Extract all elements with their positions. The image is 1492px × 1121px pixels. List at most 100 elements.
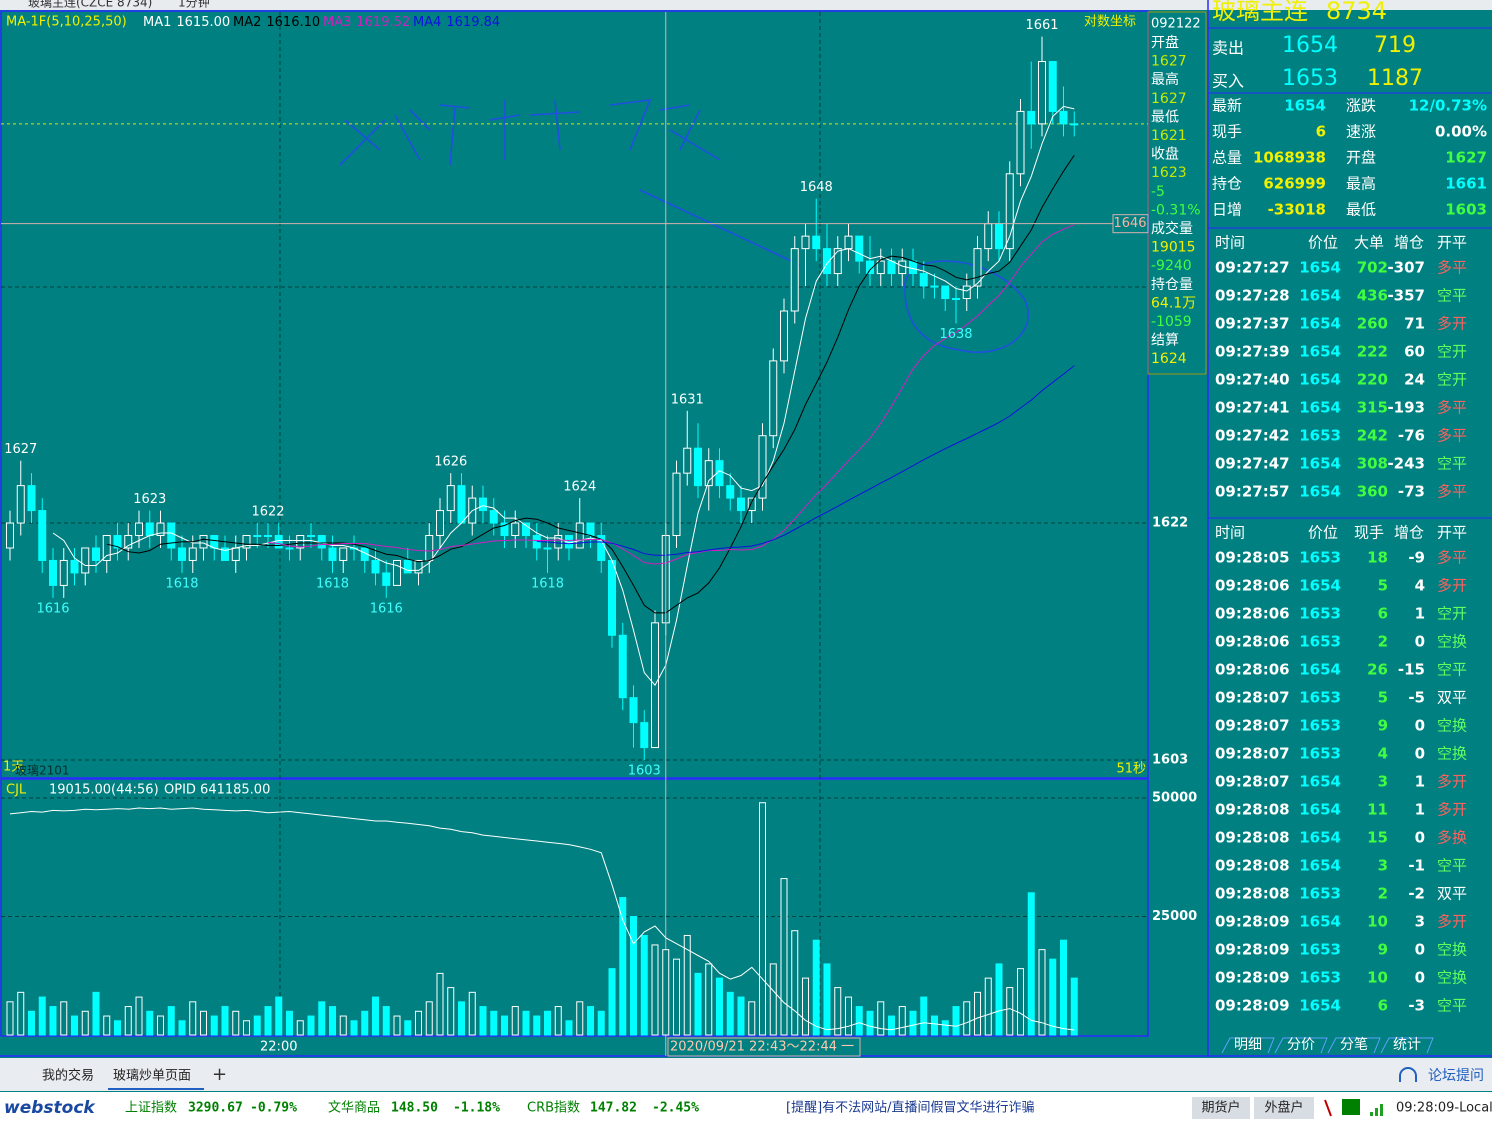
- indicator-label: MA-1F(5,10,25,50): [6, 15, 127, 30]
- table-cell: 多开: [1437, 315, 1467, 333]
- info-item: 64.1万: [1151, 295, 1196, 311]
- candle-body: [307, 535, 315, 538]
- index-name: 文华商品: [328, 1101, 380, 1116]
- volume-bar: [415, 1010, 422, 1036]
- table-cell: 09:28:09: [1215, 941, 1290, 959]
- table-cell: 09:27:39: [1215, 343, 1290, 361]
- price-annotation: 1616: [370, 601, 403, 616]
- volume-bar: [382, 1006, 390, 1036]
- candle-body: [973, 248, 982, 287]
- tab-shape: [1380, 1037, 1434, 1054]
- tab[interactable]: 我的交易: [42, 1068, 94, 1084]
- ma-value: 1616.10: [266, 15, 320, 30]
- volume-bar: [135, 996, 143, 1036]
- ma-line: [536, 365, 1075, 556]
- table-cell: -5: [1408, 689, 1425, 707]
- volume-bar: [1027, 892, 1035, 1036]
- volume-bar: [38, 996, 46, 1036]
- stat-label: 速涨: [1346, 123, 1376, 141]
- table-cell: 308: [1357, 455, 1388, 473]
- panel-tab[interactable]: 明细: [1234, 1037, 1262, 1053]
- table-cell: 9: [1378, 941, 1388, 959]
- stat-value: 0.00%: [1435, 123, 1487, 141]
- info-item: 最高: [1151, 71, 1179, 88]
- candle-body: [887, 260, 896, 275]
- volume-bar: [436, 972, 444, 1036]
- volume-bar: [769, 963, 777, 1036]
- button[interactable]: 期货户: [1201, 1100, 1240, 1116]
- candle-body: [683, 447, 692, 474]
- candle-body: [833, 248, 842, 275]
- volume-bar: [393, 1015, 401, 1036]
- table-cell: 双平: [1437, 885, 1467, 903]
- quote-title: 玻璃主连: [1212, 0, 1308, 25]
- price-annotation: 1618: [316, 576, 349, 591]
- table-cell: 0: [1415, 941, 1425, 959]
- tab[interactable]: 玻璃炒单页面: [113, 1069, 191, 1084]
- forum-link[interactable]: 论坛提问: [1428, 1068, 1484, 1084]
- stat-label: 最新: [1212, 97, 1242, 115]
- table-cell: 09:28:08: [1215, 885, 1290, 903]
- table-cell: 6: [1378, 997, 1388, 1015]
- table-cell: 1653: [1299, 745, 1341, 763]
- button[interactable]: 外盘户: [1264, 1100, 1303, 1116]
- candle-body: [962, 285, 971, 300]
- panel-tab[interactable]: 分价: [1287, 1037, 1315, 1053]
- index-change: -1.18%: [453, 1101, 500, 1116]
- panel-tab[interactable]: 统计: [1393, 1037, 1421, 1053]
- volume-bar: [350, 1020, 358, 1036]
- volume-bar: [920, 996, 928, 1036]
- volume-bar: [1038, 949, 1046, 1036]
- table-cell: 1654: [1299, 801, 1341, 819]
- volume-bar: [114, 1020, 121, 1036]
- candle-body: [801, 235, 810, 250]
- stat-value: 1654: [1284, 97, 1326, 115]
- table-cell: 09:27:47: [1215, 455, 1290, 473]
- candle-body: [952, 298, 960, 301]
- add-tab[interactable]: +: [212, 1064, 227, 1085]
- table-cell: -243: [1387, 455, 1425, 473]
- candle-body: [81, 547, 90, 574]
- candle-body: [124, 535, 133, 549]
- info-item: -1059: [1151, 314, 1192, 330]
- tab-shape: [1274, 1037, 1328, 1054]
- panel-tab[interactable]: 分笔: [1340, 1037, 1368, 1053]
- table-cell: 1654: [1299, 661, 1341, 679]
- price-annotation: 1618: [165, 576, 198, 591]
- volume-bar: [952, 1006, 960, 1036]
- date-code: 092122: [1151, 17, 1201, 32]
- ma-name: MA1: [143, 15, 171, 30]
- price-annotation: 1638: [939, 327, 972, 342]
- stat-label: 最高: [1346, 175, 1376, 193]
- volume-bar: [941, 1020, 949, 1036]
- table-cell: -2: [1408, 885, 1425, 903]
- table-cell: 360: [1357, 483, 1388, 501]
- table-cell: 09:27:27: [1215, 259, 1290, 277]
- volume-bar: [565, 1020, 573, 1036]
- info-item: -0.31%: [1151, 202, 1201, 218]
- time-range: 2020/09/21 22:43～22:44 一: [670, 1040, 854, 1055]
- table-cell: 空平: [1437, 455, 1467, 473]
- price-annotation: 1648: [800, 180, 833, 195]
- candle-body: [371, 559, 380, 574]
- candle-body: [715, 460, 724, 487]
- volume-bar: [200, 1010, 207, 1036]
- stat-value: -33018: [1268, 201, 1326, 219]
- candle-body: [1048, 61, 1057, 112]
- candle-body: [102, 535, 111, 561]
- candle-body: [59, 559, 68, 586]
- volume-bar: [716, 977, 723, 1036]
- quote-size: 719: [1374, 33, 1416, 58]
- volume-bar: [71, 1015, 78, 1036]
- candle-body: [210, 535, 219, 549]
- candle-body: [909, 260, 917, 275]
- candle-body: [425, 535, 434, 561]
- candle-body: [855, 235, 864, 262]
- volume-bar: [124, 1006, 132, 1036]
- table-header: 增仓: [1394, 234, 1424, 252]
- candle-body: [1027, 110, 1036, 125]
- logo: webstock: [4, 1098, 96, 1118]
- volume-bar: [683, 934, 691, 1036]
- table-cell: 220: [1357, 371, 1388, 389]
